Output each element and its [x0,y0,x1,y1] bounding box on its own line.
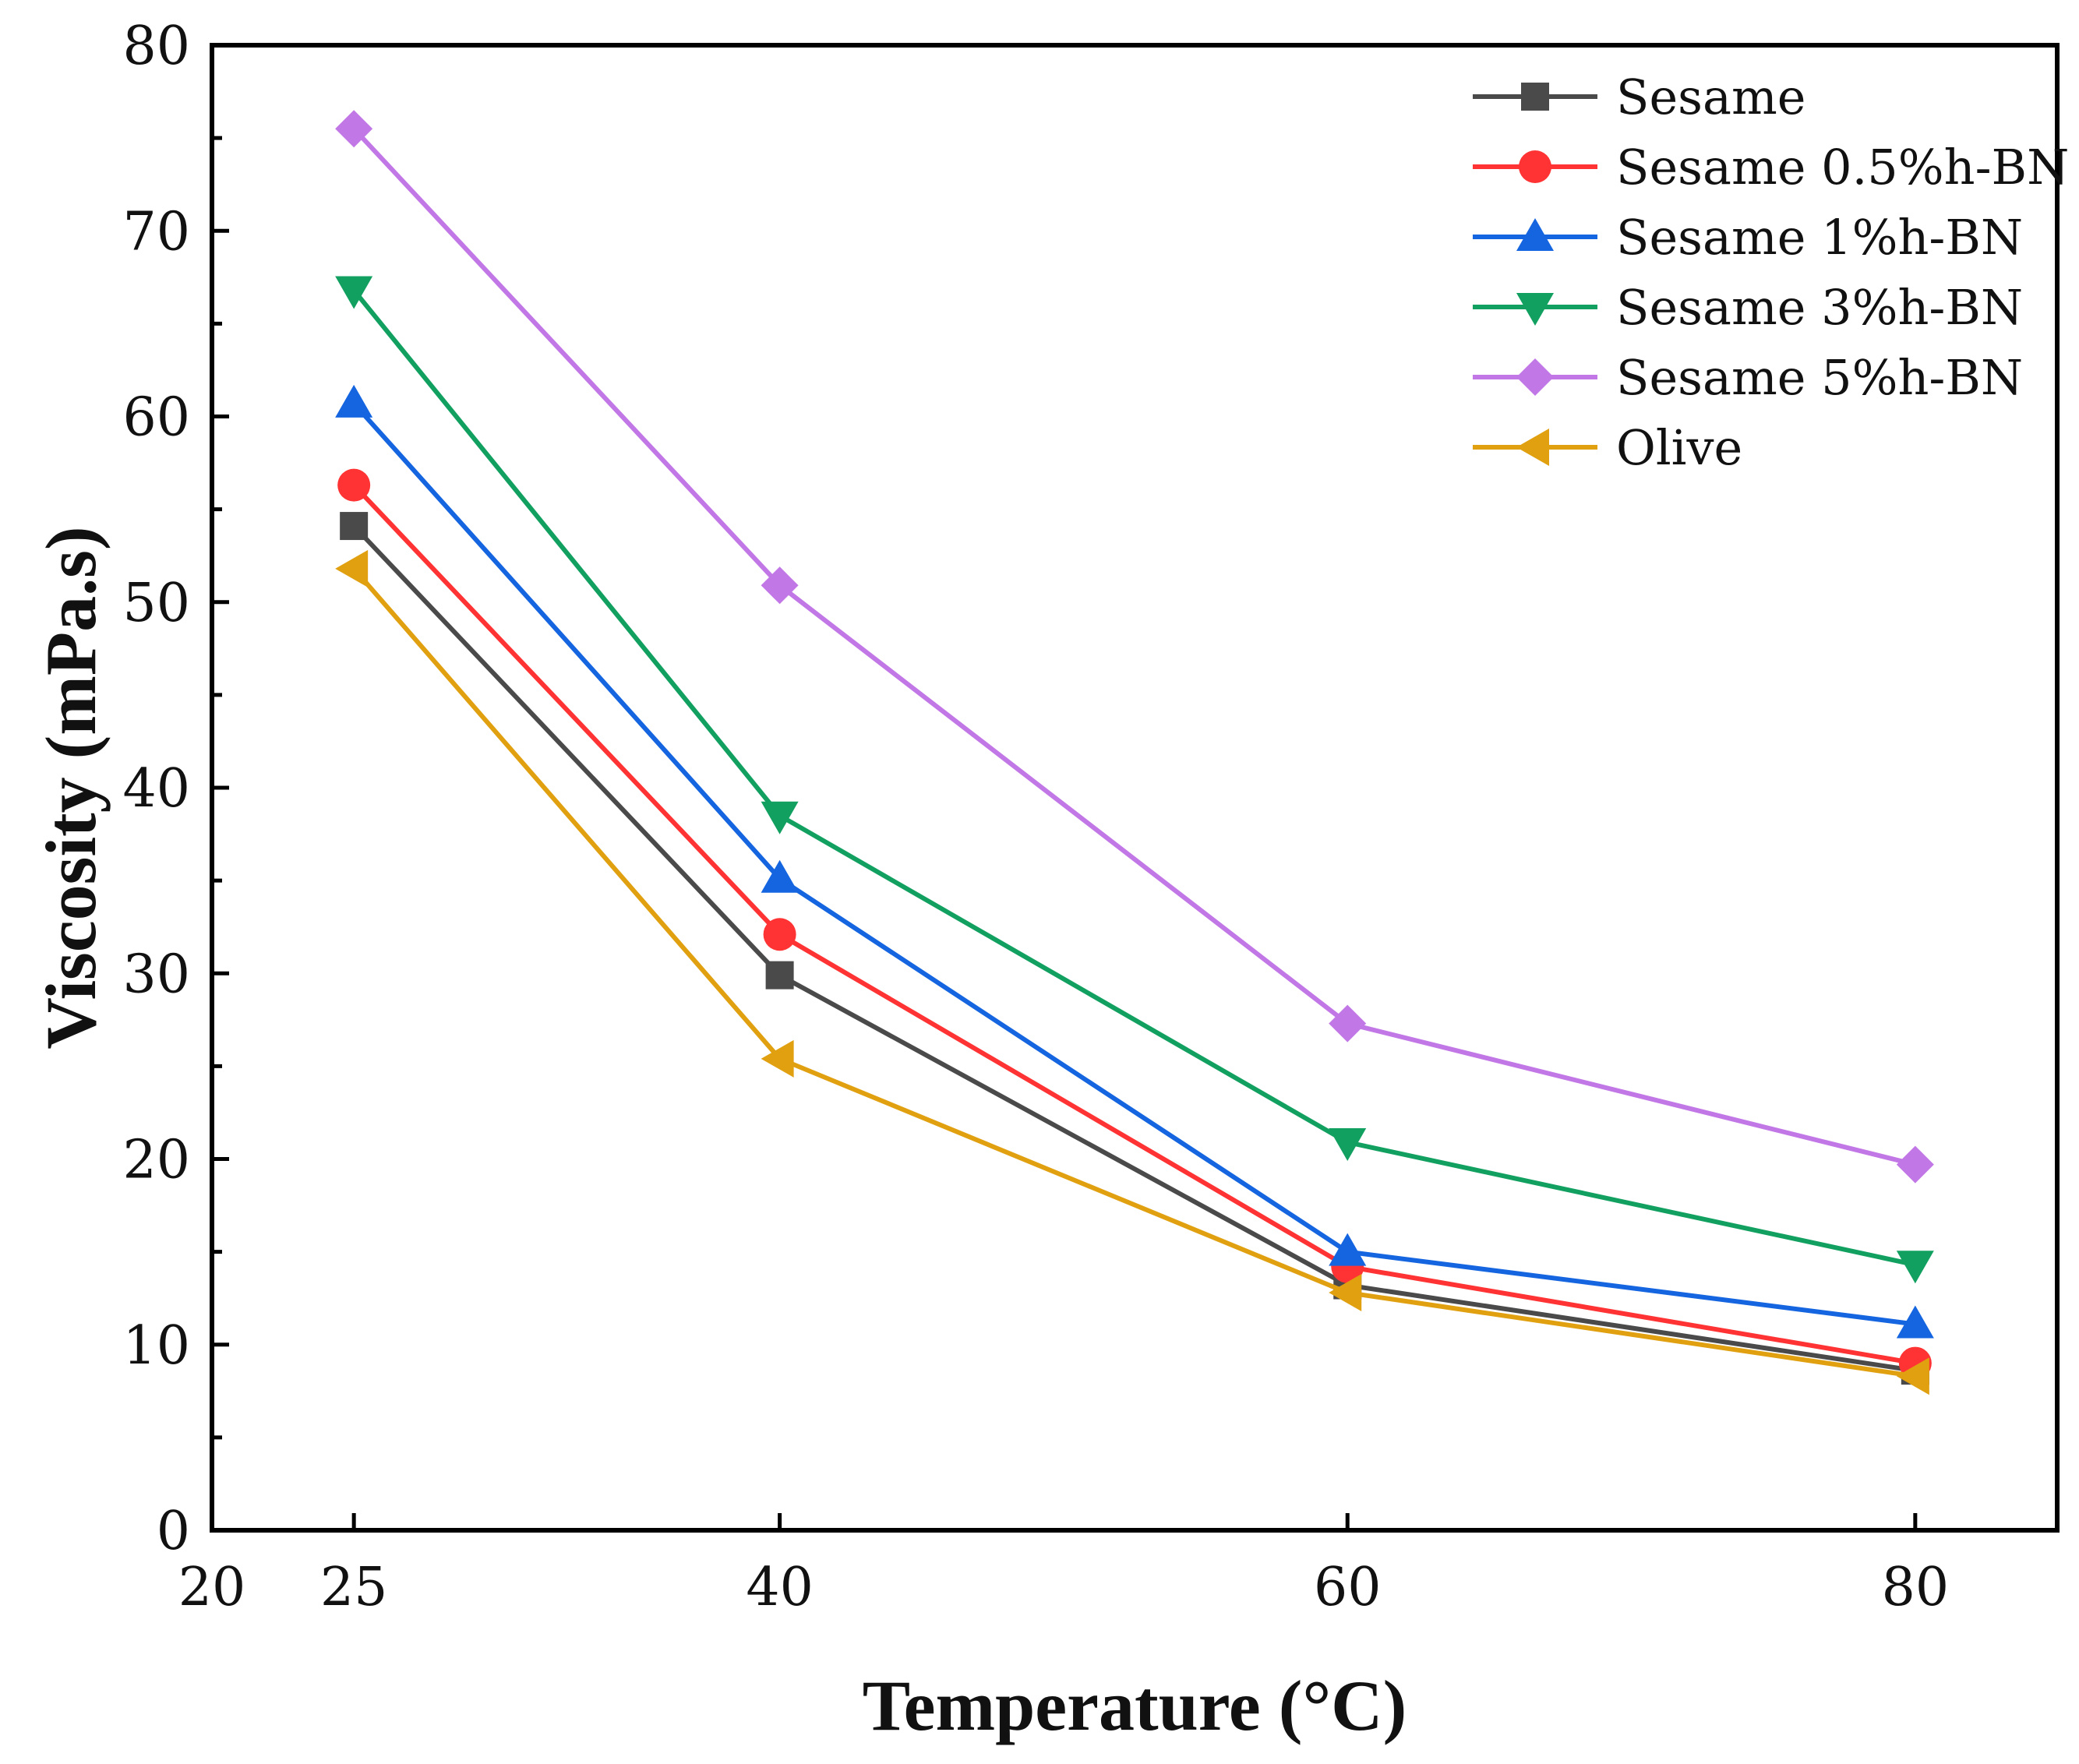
y-tick-label: 30 [122,944,190,1005]
data-point [761,566,799,605]
series-line [351,127,1916,1167]
series-line [351,566,1916,1379]
y-tick-label: 80 [122,16,190,77]
data-point [340,512,369,541]
legend-entry: Sesame 5%h-BN [1473,349,2023,406]
series-5 [335,549,1929,1395]
y-tick-label: 60 [122,387,190,449]
legend-marker [1519,150,1551,183]
data-point [1896,1305,1934,1339]
data-point [761,801,799,834]
data-point [1329,1004,1367,1043]
legend-marker [1516,429,1549,466]
series-line [351,524,1916,1374]
data-point [335,384,373,418]
data-point [1896,1145,1934,1184]
legend-entry: Olive [1473,419,1742,476]
series-3 [335,276,1934,1284]
data-point [1896,1251,1934,1284]
data-point [335,549,369,587]
series-4 [335,110,1934,1184]
data-point [335,110,373,148]
legend: Sesame Sesame 0.5%h-BN Sesame 1%h-BN Sesame… [1473,69,2069,476]
legend-label: Sesame [1616,69,1805,125]
data-point [335,276,373,309]
data-point [765,961,794,990]
data-point [1329,1128,1367,1162]
series-layer [335,110,1934,1395]
data-point [1329,1233,1367,1266]
legend-marker [1521,83,1549,111]
x-axis-title: Temperature (°C) [863,1666,1407,1745]
series-2 [335,384,1934,1339]
x-tick-label: 80 [1882,1557,1950,1618]
legend-label: Sesame 3%h-BN [1616,279,2023,336]
y-tick-label: 0 [157,1501,190,1562]
legend-entry: Sesame 3%h-BN [1473,279,2023,336]
data-point [761,1039,794,1078]
legend-label: Olive [1616,419,1742,476]
y-tick-label: 40 [122,758,190,820]
series-line [351,401,1916,1327]
data-point [1329,1274,1362,1312]
ticks-layer: 0 10 20 30 40 50 60 70 80 20 25 40 60 80 [122,16,1949,1618]
x-tick-label: 60 [1314,1557,1382,1618]
legend-entry: Sesame 1%h-BN [1473,209,2023,266]
data-point [1896,1357,1929,1395]
legend-entry: Sesame [1473,69,1805,125]
y-tick-label: 50 [122,573,190,634]
plot-frame [210,43,2060,1533]
legend-entry: Sesame 0.5%h-BN [1473,139,2069,196]
legend-marker [1516,218,1554,251]
data-point [337,468,371,502]
legend-label: Sesame 0.5%h-BN [1616,139,2069,196]
legend-marker [1516,293,1554,326]
series-line [351,483,1916,1366]
x-tick-label: 20 [178,1557,246,1618]
legend-label: Sesame 5%h-BN [1616,349,2023,406]
series-line [351,288,1916,1268]
legend-label: Sesame 1%h-BN [1616,209,2023,266]
y-tick-label: 20 [122,1130,190,1191]
y-tick-label: 10 [122,1315,190,1377]
y-tick-label: 70 [122,201,190,263]
legend-marker [1516,358,1554,396]
y-axis-title: Viscosity (mPa.s) [31,526,111,1049]
data-point [761,859,799,893]
data-point [763,918,796,951]
x-tick-label: 25 [320,1557,388,1618]
x-tick-label: 40 [746,1557,814,1618]
